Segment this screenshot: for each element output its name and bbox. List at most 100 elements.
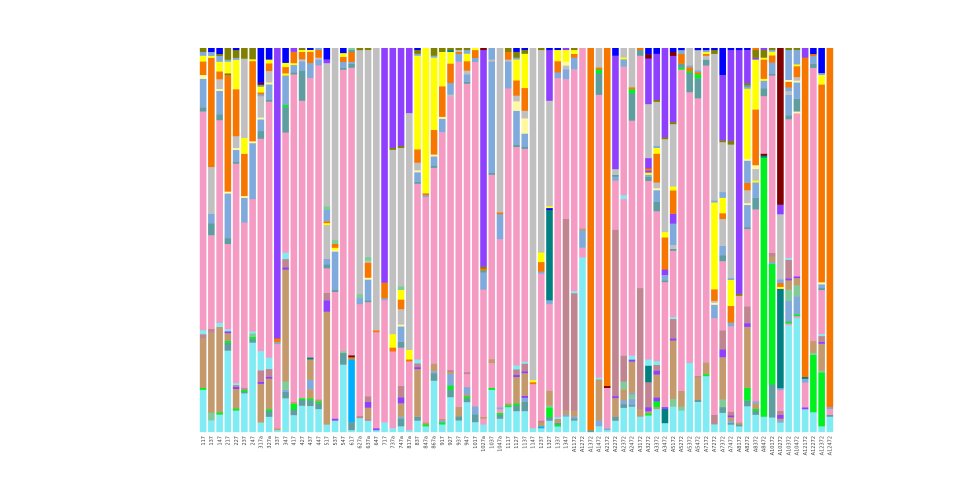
bar-segment: [702, 51, 710, 54]
bar-segment: [562, 410, 570, 415]
bar-A12472: [826, 48, 834, 433]
bar-segment: [447, 389, 454, 398]
bar-segment: [793, 76, 801, 81]
x-tick-label: 247: [250, 436, 256, 446]
bar-segment: [752, 410, 759, 415]
bar-segment: [496, 409, 504, 414]
bar-segment: [199, 334, 207, 339]
bar-segment: [232, 163, 240, 384]
bar-segment: [232, 147, 240, 151]
bar-segment: [661, 281, 669, 408]
x-tick-label: A12472: [828, 436, 834, 455]
bar-segment: [257, 94, 265, 97]
bar-segment: [645, 170, 652, 173]
bar-segment: [744, 190, 751, 204]
bar-segment: [645, 58, 652, 105]
bar-segment: [777, 422, 784, 433]
bar-segment: [818, 72, 825, 76]
bar-segment: [678, 406, 685, 411]
bar-547: [340, 48, 347, 433]
bar-segment: [282, 389, 289, 393]
bar-A12172: [801, 48, 809, 433]
x-tick-label: A2472: [630, 436, 636, 452]
x-tick-label: A7272: [712, 436, 718, 452]
bar-segment: [554, 48, 562, 51]
bar-1237: [537, 48, 545, 433]
bar-segment: [686, 362, 693, 433]
bar-segment: [455, 416, 463, 421]
bar-segment: [480, 424, 487, 433]
bar-1117: [504, 48, 512, 433]
bar-segment: [810, 48, 817, 55]
bar-segment: [546, 407, 553, 418]
bar-segment: [496, 48, 504, 213]
bar-segment: [711, 49, 718, 54]
bar-segment: [752, 401, 759, 404]
bar-segment: [760, 157, 768, 417]
bar-segment: [727, 322, 735, 327]
bar-segment: [504, 405, 512, 408]
bar-A2272: [612, 48, 619, 433]
bar-segment: [752, 49, 759, 58]
x-tick-label: 227: [234, 436, 240, 446]
bar-segment: [397, 416, 405, 419]
bar-segment: [612, 396, 619, 399]
bar-segment: [513, 374, 520, 378]
bar-segment: [744, 182, 751, 191]
bar-segment: [653, 99, 660, 102]
bar-segment: [381, 298, 388, 301]
bar-segment: [257, 48, 265, 83]
x-tick-label: A1372: [588, 436, 594, 452]
bar-segment: [537, 428, 545, 433]
bar-segment: [661, 237, 669, 270]
x-tick-label: A2272: [613, 436, 619, 452]
bar-segment: [241, 391, 248, 394]
bar-segment: [810, 340, 817, 353]
bar-segment: [661, 48, 669, 138]
bar-segment: [232, 161, 240, 164]
bar-1147: [529, 48, 537, 433]
bar-segment: [265, 409, 273, 412]
bar-segment: [612, 176, 619, 181]
bar-segment: [257, 92, 265, 95]
bar-segment: [612, 55, 619, 170]
bar-segment: [471, 406, 479, 415]
bar-segment: [579, 230, 586, 248]
bar-segment: [307, 389, 314, 399]
bar-segment: [282, 391, 289, 399]
bar-segment: [249, 59, 256, 62]
bar-137: [208, 48, 215, 433]
bar-segment: [645, 365, 652, 383]
bar-segment: [818, 288, 825, 291]
bar-segment: [719, 412, 726, 433]
bar-segment: [793, 285, 801, 297]
bar-segment: [727, 278, 735, 281]
bar-segment: [323, 59, 331, 64]
bar-segment: [554, 418, 562, 423]
bar-segment: [282, 269, 289, 382]
bar-segment: [768, 51, 776, 56]
bar-segment: [480, 266, 487, 269]
bar-segment: [513, 403, 520, 406]
bar-segment: [785, 259, 792, 279]
bar-segment: [521, 49, 529, 54]
bar-segment: [777, 286, 784, 289]
bar-segment: [224, 48, 232, 60]
bar-segment: [513, 369, 520, 376]
bar-segment: [216, 90, 223, 115]
bar-segment: [521, 87, 529, 111]
x-tick-label: A12172: [803, 436, 809, 455]
bar-segment: [727, 422, 735, 425]
bar-segment: [249, 336, 256, 339]
bar-segment: [315, 401, 322, 404]
bar-segment: [373, 428, 380, 431]
bar-segment: [785, 257, 792, 260]
bar-segment: [620, 381, 628, 390]
bar-segment: [323, 300, 331, 312]
bar-segment: [678, 410, 685, 433]
bar-segment: [199, 389, 207, 433]
bar-segment: [257, 96, 265, 118]
bar-segment: [521, 146, 529, 149]
bar-segment: [752, 57, 759, 60]
bar-A8472: [760, 48, 768, 433]
